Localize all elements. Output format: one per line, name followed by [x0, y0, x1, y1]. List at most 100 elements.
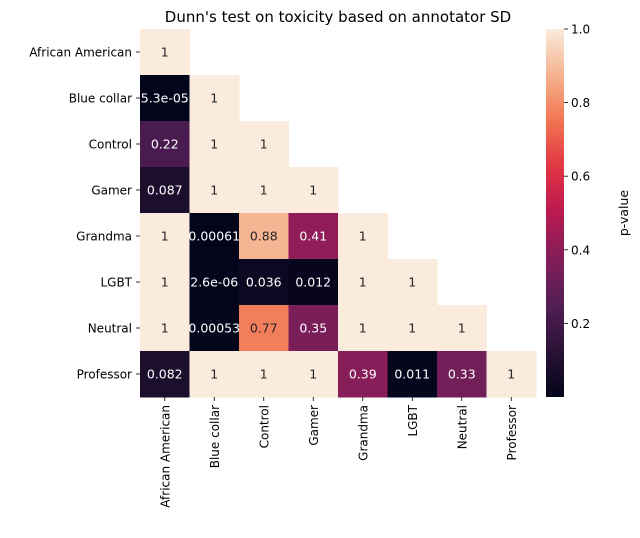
cell-value-label: 0.082: [147, 367, 183, 382]
heatmap-cell: [140, 29, 190, 76]
heatmap-cells: 1 5.3e-05 1 0.22 1 1 0.087 1 1 1 1 0.00061 0.88 0.41 1…: [140, 29, 537, 398]
cell-value-label: 1: [161, 45, 169, 60]
x-tick-label: Gamer: [307, 405, 321, 446]
y-tick-label: Professor: [77, 368, 132, 382]
cell-value-label: 1: [161, 321, 169, 336]
cell-value-label: 0.41: [299, 229, 327, 244]
cell-value-label: 0.35: [299, 321, 327, 336]
heatmap-cell: [140, 351, 190, 398]
y-tick-label: LGBT: [100, 276, 132, 290]
cell-value-label: 1: [260, 183, 268, 198]
cell-value-label: 1: [260, 137, 268, 152]
heatmap-cell: [140, 75, 190, 122]
heatmap-cell: [288, 351, 339, 398]
cell-value-label: 1: [507, 367, 515, 382]
colorbar-tick-label: 0.4: [571, 243, 590, 257]
heatmap-cell: [338, 259, 388, 306]
cell-value-label: 2.6e-06: [190, 275, 238, 290]
cell-value-label: 1: [210, 91, 218, 106]
cell-value-label: 1: [408, 275, 416, 290]
cell-value-label: 0.88: [250, 229, 278, 244]
heatmap-cell: [189, 121, 240, 168]
cell-value-label: 1: [458, 321, 466, 336]
cell-value-label: 0.39: [349, 367, 377, 382]
heatmap-cell: [387, 259, 438, 306]
colorbar-label: p-value: [616, 190, 631, 237]
cell-value-label: 1: [359, 229, 367, 244]
colorbar-gradient: [546, 29, 564, 397]
heatmap-cell: [239, 167, 289, 214]
cell-value-label: 0.036: [246, 275, 282, 290]
x-tick-label: Professor: [505, 405, 519, 460]
x-tick-label: LGBT: [406, 404, 420, 436]
heatmap-cell: [288, 259, 339, 306]
heatmap-cell: [437, 305, 487, 352]
heatmap-cell: [239, 305, 289, 352]
heatmap-cell: [288, 305, 339, 352]
heatmap-cell: [140, 167, 190, 214]
heatmap-cell: [140, 259, 190, 306]
cell-value-label: 1: [359, 321, 367, 336]
heatmap-cell: [338, 213, 388, 260]
cell-value-label: 1: [359, 275, 367, 290]
cell-value-label: 1: [408, 321, 416, 336]
y-tick-label: Neutral: [88, 322, 132, 336]
cell-value-label: 0.011: [394, 367, 430, 382]
heatmap-cell: [189, 213, 240, 260]
heatmap-cell: [288, 167, 339, 214]
y-tick-label: Gamer: [91, 184, 132, 198]
colorbar-tick-label: 1.0: [571, 23, 590, 37]
colorbar-tick-label: 0.6: [571, 170, 590, 184]
heatmap-cell: [189, 259, 240, 306]
cell-value-label: 1: [210, 367, 218, 382]
cell-value-label: 1: [161, 229, 169, 244]
heatmap-cell: [486, 351, 537, 398]
heatmap-cell: [338, 305, 388, 352]
cell-value-label: 1: [260, 367, 268, 382]
chart-title: Dunn's test on toxicity based on annotat…: [165, 8, 511, 26]
cell-value-label: 1: [161, 275, 169, 290]
x-tick-label: Control: [257, 405, 271, 448]
cell-value-label: 0.33: [448, 367, 476, 382]
heatmap-cell: [288, 213, 339, 260]
cell-value-label: 0.77: [250, 321, 278, 336]
y-tick-label: African American: [29, 46, 132, 60]
heatmap-cell: [189, 351, 240, 398]
colorbar: 0.2 0.4 0.6 0.8 1.0 p-value: [546, 23, 631, 397]
heatmap-cell: [239, 121, 289, 168]
y-tick-label: Blue collar: [69, 92, 132, 106]
x-tick-label: Blue collar: [208, 405, 222, 468]
cell-value-label: 0.22: [151, 137, 179, 152]
heatmap-cell: [387, 305, 438, 352]
cell-value-label: 0.087: [147, 183, 183, 198]
cell-value-label: 5.3e-05: [141, 91, 189, 106]
y-tick-label: Control: [89, 138, 132, 152]
cell-value-label: 1: [309, 183, 317, 198]
cell-value-label: 0.012: [295, 275, 331, 290]
heatmap-cell: [387, 351, 438, 398]
x-axis: African American Blue collar Control Gamer G…: [158, 397, 519, 508]
heatmap-cell: [189, 305, 240, 352]
heatmap-cell: [239, 213, 289, 260]
heatmap-cell: [140, 213, 190, 260]
colorbar-tick-label: 0.8: [571, 96, 590, 110]
heatmap-cell: [239, 351, 289, 398]
cell-value-label: 1: [309, 367, 317, 382]
heatmap-cell: [239, 259, 289, 306]
cell-value-label: 0.00053: [188, 321, 240, 336]
x-tick-label: Neutral: [455, 405, 469, 449]
heatmap-cell: [140, 121, 190, 168]
cell-value-label: 0.00061: [188, 229, 240, 244]
x-tick-label: Grandma: [356, 405, 370, 461]
colorbar-tick-label: 0.2: [571, 317, 590, 331]
cell-value-label: 1: [210, 183, 218, 198]
heatmap-cell: [437, 351, 487, 398]
heatmap-cell: [338, 351, 388, 398]
heatmap-cell: [189, 75, 240, 122]
x-tick-label: African American: [158, 405, 172, 508]
cell-value-label: 1: [210, 137, 218, 152]
y-axis: African American Blue collar Control Gamer G…: [29, 46, 140, 382]
y-tick-label: Grandma: [76, 230, 132, 244]
heatmap-cell: [189, 167, 240, 214]
